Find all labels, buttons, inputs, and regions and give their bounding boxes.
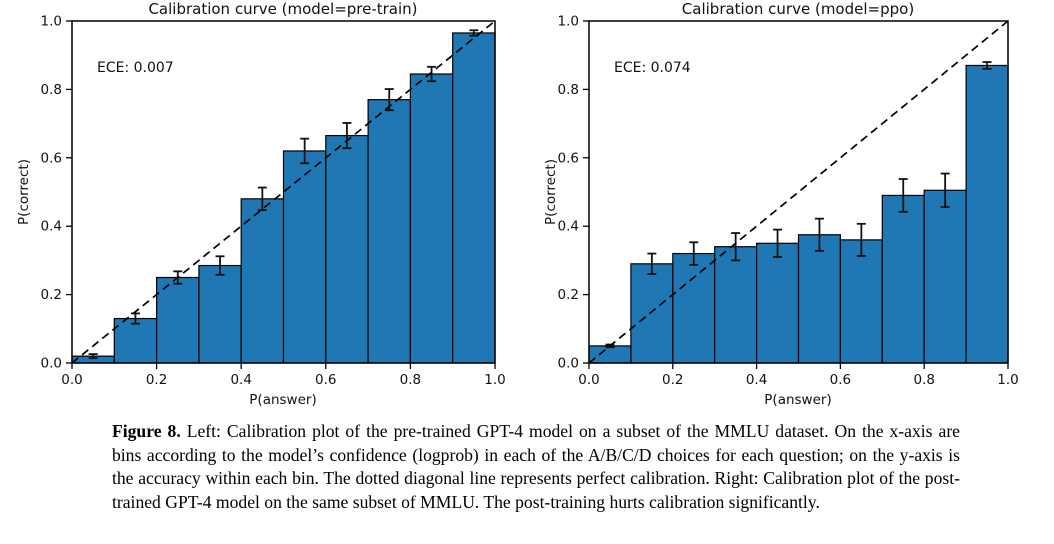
x-axis-label: P(answer) xyxy=(249,392,316,408)
bar xyxy=(756,242,800,364)
bar xyxy=(881,194,925,364)
x-tick-label: 0.6 xyxy=(315,372,336,388)
plot-content: 0.0 0.2 0.4 0.6 0.8 1.0 0.0 0.2 0.4 0.6 0.8 1.0 xyxy=(41,14,506,389)
x-tick-label: 0.2 xyxy=(662,372,683,388)
error-bar xyxy=(647,252,657,275)
error-bar xyxy=(814,217,824,252)
bar xyxy=(839,239,883,364)
error-bar xyxy=(731,232,741,262)
bar xyxy=(156,276,200,364)
bar xyxy=(325,134,369,364)
bar xyxy=(452,32,496,364)
x-tick-label: 0.2 xyxy=(146,372,167,388)
chart-title: Calibration curve (model=ppo) xyxy=(682,0,914,18)
ece-annotation: ECE: 0.007 xyxy=(97,60,174,76)
bar xyxy=(630,263,674,364)
x-tick-label: 1.0 xyxy=(997,372,1018,388)
bar xyxy=(409,73,454,364)
bar xyxy=(113,317,158,364)
y-tick-label: 0.2 xyxy=(558,287,579,303)
error-bar xyxy=(689,241,699,266)
y-tick-label: 1.0 xyxy=(558,14,579,30)
chart-title: Calibration curve (model=pre-train) xyxy=(148,0,417,18)
x-tick-label: 0.4 xyxy=(746,372,767,388)
error-bar xyxy=(300,137,310,165)
y-tick-label: 0.6 xyxy=(41,150,62,166)
y-tick-label: 1.0 xyxy=(41,14,62,30)
x-tick-label: 0.0 xyxy=(61,372,82,388)
caption-body: Left: Calibration plot of the pre-traine… xyxy=(112,421,960,512)
axis-frame xyxy=(588,20,1009,364)
y-tick-label: 0.6 xyxy=(558,150,579,166)
x-tick-label: 0.4 xyxy=(230,372,251,388)
x-axis-label: P(answer) xyxy=(764,392,831,408)
bar xyxy=(714,246,758,364)
figure-caption: Figure 8. Left: Calibration plot of the … xyxy=(112,420,960,514)
bar xyxy=(923,189,967,364)
chart-panel-ppo: Calibration curve (model=ppo) ECE: 0.074… xyxy=(527,0,1054,410)
bar xyxy=(797,234,842,364)
error-bar xyxy=(898,178,908,213)
error-bar xyxy=(940,172,950,208)
axis-frame xyxy=(71,20,496,364)
y-axis-label: P(correct) xyxy=(543,159,559,225)
y-tick-label: 0.2 xyxy=(41,287,62,303)
y-tick-label: 0.0 xyxy=(41,356,62,372)
y-tick-label: 0.0 xyxy=(558,356,579,372)
plot-content: 0.0 0.2 0.4 0.6 0.8 1.0 0.0 0.2 0.4 0.6 0.8 1.0 xyxy=(558,14,1019,389)
y-tick-label: 0.8 xyxy=(41,82,62,98)
x-tick-label: 1.0 xyxy=(484,372,505,388)
x-tick-label: 0.6 xyxy=(830,372,851,388)
x-tick-label: 0.8 xyxy=(400,372,421,388)
error-bar xyxy=(773,228,783,258)
bar xyxy=(367,99,412,364)
error-bar xyxy=(257,186,267,212)
calibration-plot-ppo: Calibration curve (model=ppo) ECE: 0.074… xyxy=(543,0,1019,408)
y-tick-label: 0.8 xyxy=(558,82,579,98)
calibration-plot-pretrain: Calibration curve (model=pre-train) ECE:… xyxy=(16,0,506,408)
x-tick-label: 0.8 xyxy=(913,372,934,388)
error-bar xyxy=(856,222,866,257)
y-axis-label: P(correct) xyxy=(16,159,32,225)
error-bar xyxy=(342,122,352,150)
error-bar xyxy=(427,65,437,83)
bar xyxy=(588,345,632,364)
bar xyxy=(198,264,242,364)
ece-annotation: ECE: 0.074 xyxy=(614,60,691,76)
x-tick-label: 0.0 xyxy=(578,372,599,388)
y-tick-label: 0.4 xyxy=(41,219,62,235)
error-bar xyxy=(982,61,992,70)
caption-label: Figure 8. xyxy=(112,421,181,441)
error-bar xyxy=(88,353,98,360)
y-tick-label: 0.4 xyxy=(558,219,579,235)
bar xyxy=(240,198,285,364)
bar xyxy=(965,64,1009,364)
charts-row: Calibration curve (model=pre-train) ECE:… xyxy=(0,0,1054,410)
chart-panel-pretrain: Calibration curve (model=pre-train) ECE:… xyxy=(0,0,527,410)
bar xyxy=(672,252,716,364)
error-bar xyxy=(215,255,225,276)
bar xyxy=(282,150,327,364)
